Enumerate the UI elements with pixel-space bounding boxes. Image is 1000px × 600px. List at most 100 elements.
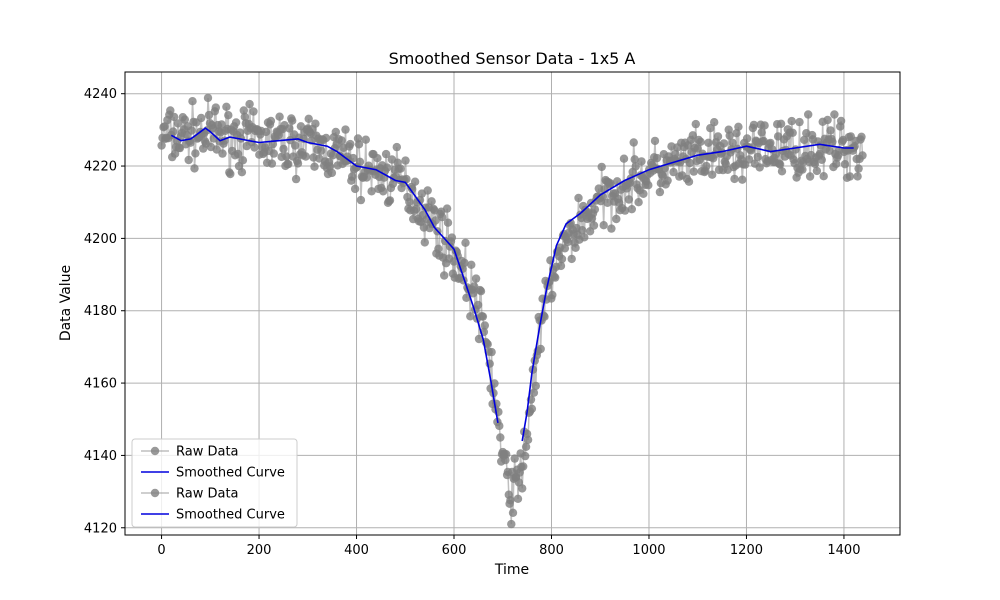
raw-data-point: [285, 124, 294, 133]
raw-data-point: [442, 204, 452, 213]
raw-data-point: [367, 187, 376, 196]
raw-data-point: [169, 112, 179, 122]
raw-data-point: [261, 127, 271, 137]
raw-data-point: [301, 152, 310, 161]
raw-data-point: [362, 173, 371, 182]
raw-data-point: [382, 163, 392, 172]
raw-data-point: [462, 293, 471, 302]
raw-data-point: [685, 158, 695, 168]
raw-data-point: [471, 274, 481, 283]
raw-data-point: [684, 177, 694, 186]
raw-data-point: [354, 140, 364, 149]
raw-data-point: [438, 213, 447, 222]
raw-data-point: [379, 187, 388, 196]
raw-data-point: [327, 168, 337, 178]
raw-data-point: [805, 172, 815, 181]
raw-data-point: [266, 116, 276, 126]
raw-data-point: [170, 149, 180, 158]
raw-data-point: [671, 149, 680, 159]
legend-label: Raw Data: [176, 445, 239, 460]
raw-data-point: [519, 462, 528, 471]
raw-data-series: [157, 93, 867, 529]
raw-data-point: [474, 334, 484, 344]
x-tick-label: 200: [247, 543, 272, 558]
raw-data-point: [502, 450, 511, 459]
raw-data-point: [186, 138, 195, 147]
smoothed-curve-line-2: [521, 143, 854, 442]
raw-data-point: [224, 111, 233, 120]
raw-data-point: [629, 138, 638, 147]
raw-data-point: [738, 175, 747, 184]
raw-data-point: [766, 138, 775, 148]
raw-data-point: [691, 119, 700, 129]
raw-data-point: [523, 435, 533, 444]
raw-data-point: [311, 119, 320, 128]
raw-data-point: [832, 159, 841, 168]
raw-data-point: [405, 197, 414, 207]
raw-data-point: [580, 233, 589, 242]
raw-data-point: [166, 106, 175, 115]
raw-data-point: [775, 160, 785, 169]
raw-data-point: [776, 119, 786, 128]
raw-data-point: [742, 134, 752, 143]
y-tick-label: 4120: [84, 521, 117, 536]
raw-data-point: [291, 174, 301, 184]
raw-data-point: [755, 163, 764, 172]
raw-data-point: [467, 260, 476, 269]
raw-data-point: [556, 261, 566, 271]
raw-data-point: [411, 204, 421, 214]
legend-box: [131, 438, 298, 528]
raw-data-point: [245, 99, 254, 109]
raw-data-point: [408, 184, 417, 194]
raw-data-point: [728, 138, 737, 147]
raw-data-point: [513, 494, 523, 503]
raw-data-point: [402, 174, 411, 184]
x-tick-label: 400: [344, 543, 369, 558]
raw-data-point: [744, 155, 754, 164]
smoothed-curve-line-1: [170, 127, 499, 424]
x-tick-label: 1200: [730, 543, 763, 558]
raw-data-point: [830, 110, 839, 119]
raw-data-point: [420, 238, 429, 247]
raw-data-point: [279, 144, 288, 154]
raw-data-point: [853, 172, 862, 181]
raw-data-point: [231, 118, 241, 127]
x-tick-label: 0: [157, 543, 165, 558]
raw-data-point: [548, 290, 557, 300]
raw-data-point: [551, 273, 560, 282]
legend-raw-marker: [150, 446, 160, 456]
raw-data-point: [798, 165, 807, 174]
raw-data-point: [325, 162, 335, 171]
raw-data-point: [757, 128, 766, 137]
raw-data-point: [858, 151, 867, 160]
raw-data-point: [734, 122, 743, 131]
raw-data-point: [854, 164, 863, 173]
raw-data-point: [787, 116, 796, 126]
raw-data-point: [415, 195, 425, 205]
raw-data-point: [571, 243, 580, 252]
raw-data-point: [652, 153, 662, 163]
raw-data-point: [637, 157, 646, 166]
raw-data-point: [350, 184, 360, 194]
legend-label: Smoothed Curve: [176, 508, 285, 523]
raw-data-point: [238, 156, 248, 165]
raw-data-point: [597, 162, 606, 172]
raw-data-point: [355, 157, 365, 166]
x-tick-label: 800: [539, 543, 564, 558]
raw-data-point: [269, 149, 278, 158]
raw-data-point: [836, 116, 846, 126]
raw-data-point: [725, 131, 734, 140]
raw-data-point: [304, 114, 313, 124]
y-axis-label: Data Value: [58, 265, 74, 341]
raw-data-point: [719, 139, 729, 148]
raw-data-point: [620, 206, 630, 215]
raw-data-point: [157, 141, 166, 150]
raw-data-point: [557, 254, 567, 264]
raw-data-point: [732, 129, 741, 138]
raw-data-point: [480, 321, 489, 330]
raw-data-point: [795, 117, 804, 127]
raw-data-point: [563, 237, 572, 247]
raw-data-point: [510, 454, 519, 463]
raw-data-point: [275, 112, 284, 121]
